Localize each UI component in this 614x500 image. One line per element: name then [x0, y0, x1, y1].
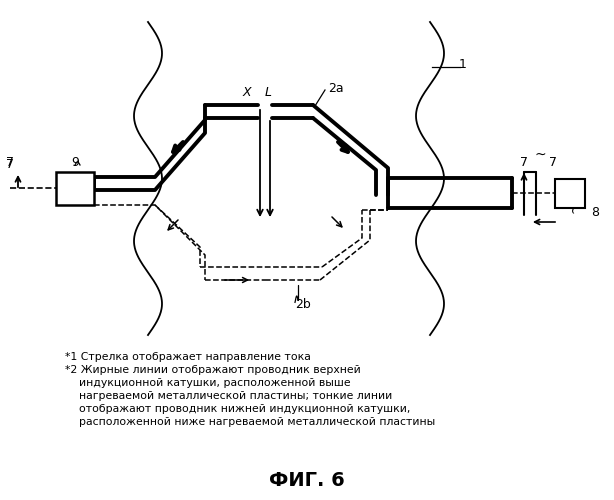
Text: 1: 1: [459, 58, 467, 71]
Text: L: L: [265, 86, 271, 100]
Text: *1 Стрелка отображает направление тока: *1 Стрелка отображает направление тока: [65, 352, 311, 362]
Bar: [56, 172, 94, 205]
Text: ФИГ. 6: ФИГ. 6: [269, 470, 345, 490]
Text: 7: 7: [549, 156, 557, 170]
Text: 7: 7: [520, 156, 528, 170]
Text: 7: 7: [6, 156, 14, 170]
Text: ~: ~: [566, 201, 580, 213]
Bar: [555, 179, 585, 208]
Text: Χ: Χ: [243, 86, 251, 100]
Text: ~: ~: [534, 148, 546, 162]
Text: 2b: 2b: [295, 298, 311, 312]
Text: индукционной катушки, расположенной выше: индукционной катушки, расположенной выше: [65, 378, 351, 388]
Text: 8: 8: [591, 206, 599, 220]
Text: нагреваемой металлической пластины; тонкие линии: нагреваемой металлической пластины; тонк…: [65, 391, 392, 401]
Text: 7: 7: [6, 158, 14, 172]
Text: 9: 9: [71, 156, 79, 168]
Text: расположенной ниже нагреваемой металлической пластины: расположенной ниже нагреваемой металличе…: [65, 417, 435, 427]
Text: *2 Жирные линии отображают проводник верхней: *2 Жирные линии отображают проводник вер…: [65, 365, 361, 375]
Text: отображают проводник нижней индукционной катушки,: отображают проводник нижней индукционной…: [65, 404, 410, 414]
Text: 2a: 2a: [328, 82, 344, 94]
